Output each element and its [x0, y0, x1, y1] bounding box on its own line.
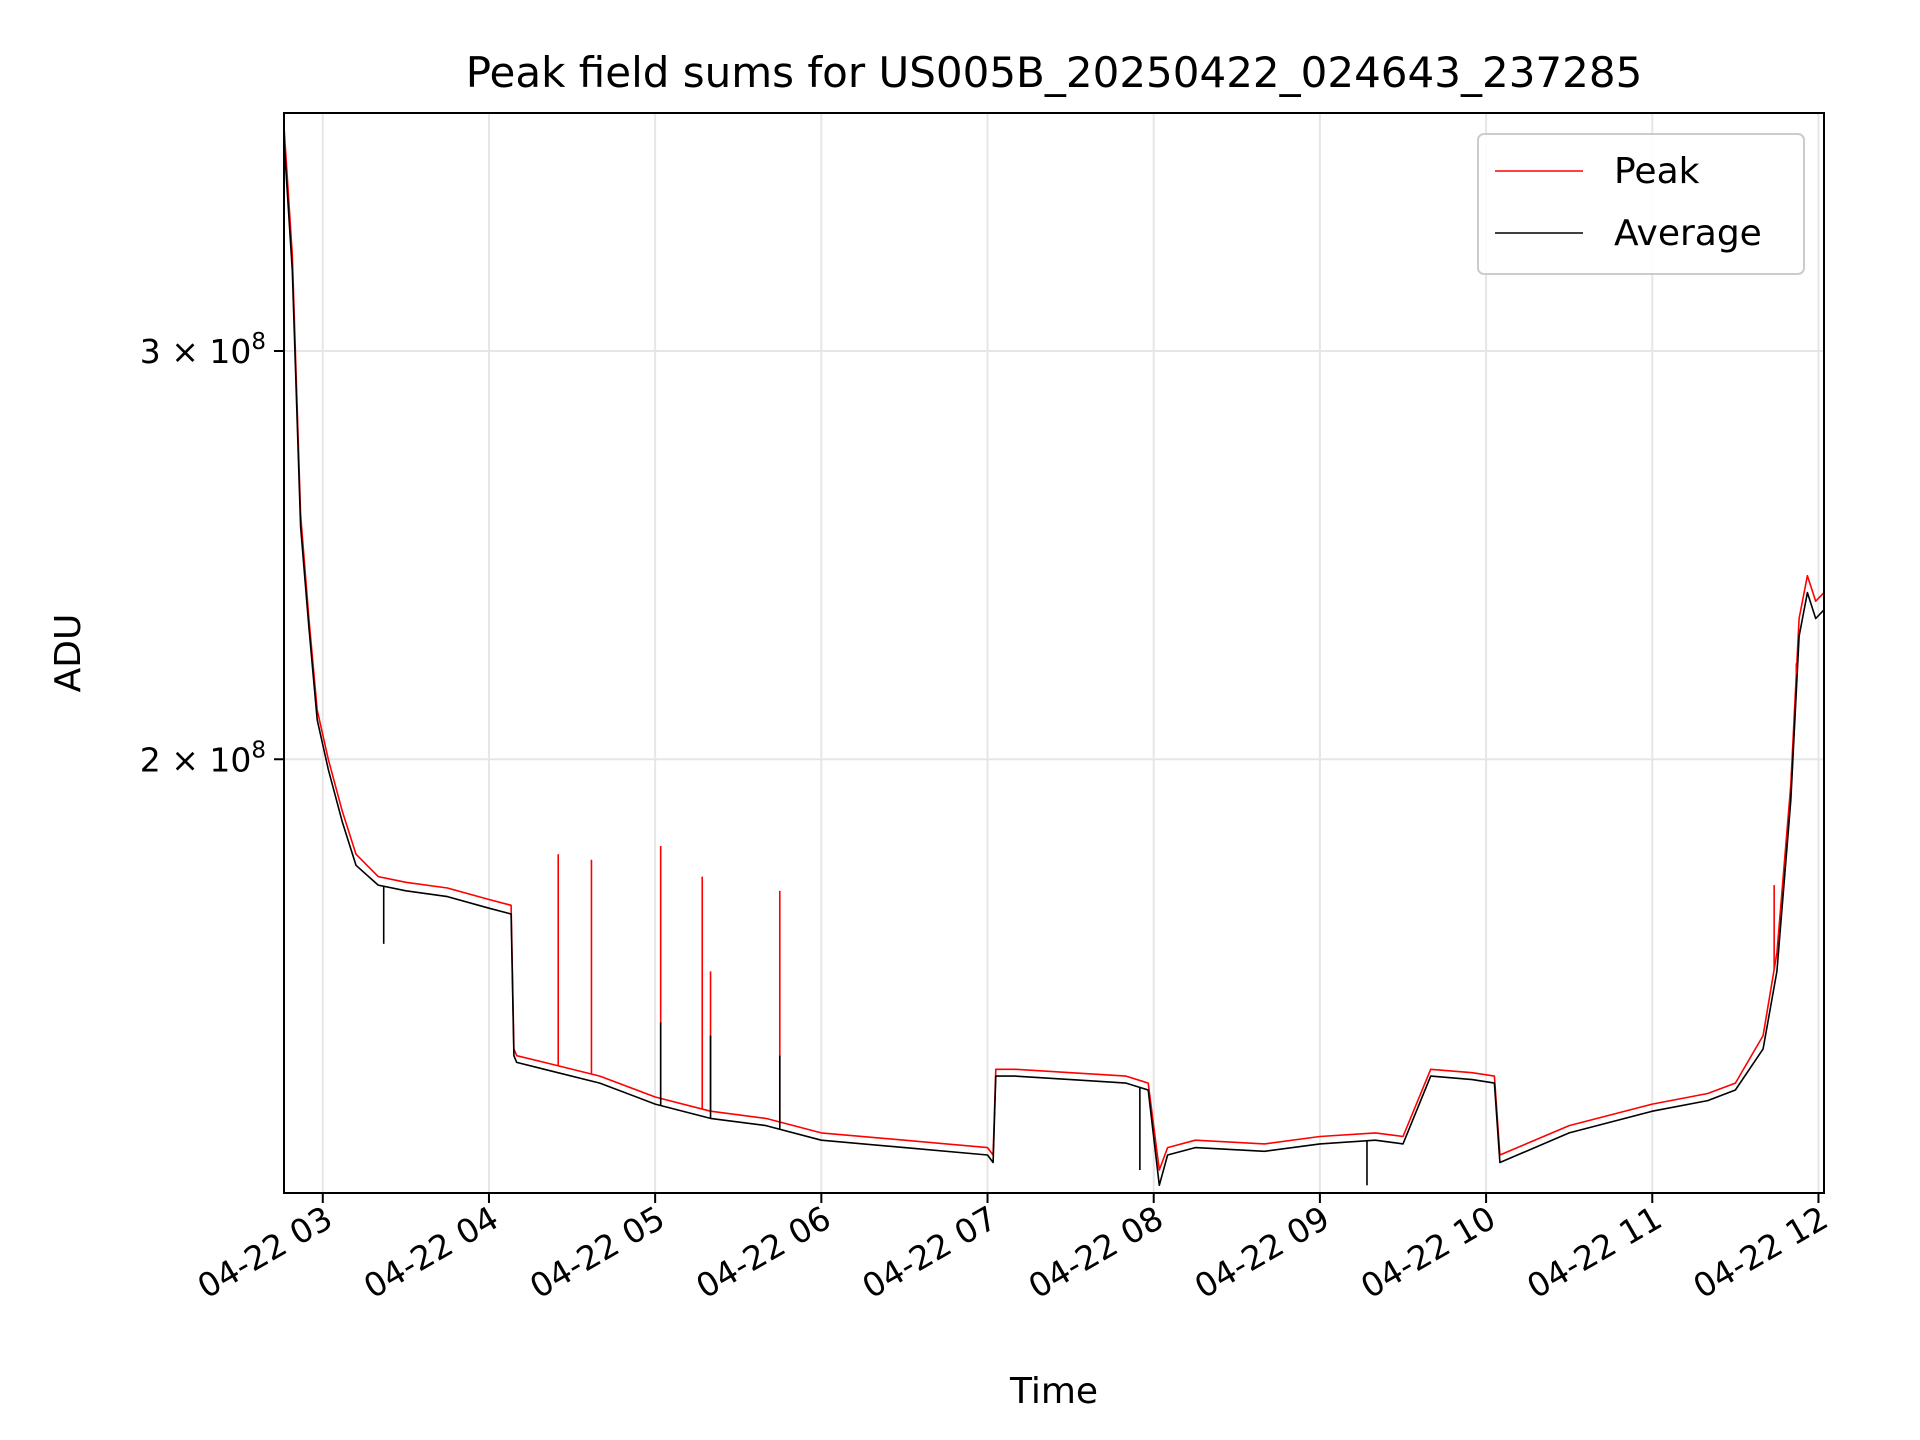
chart-title: Peak field sums for US005B_20250422_0246… [466, 48, 1643, 97]
y-tick-label: 3 × 108 [140, 329, 266, 371]
series-lines [284, 126, 1824, 1187]
series-line-peak [284, 126, 1824, 1171]
legend: Peak Average [1477, 133, 1805, 275]
plot-frame [283, 112, 1825, 1194]
series-line-average [284, 139, 1824, 1187]
legend-peak-label: Peak [1614, 151, 1700, 192]
legend-average-label: Average [1614, 213, 1762, 254]
legend-box [1477, 133, 1805, 275]
x-axis-label: Time [1009, 1371, 1098, 1412]
y-tick-label: 2 × 108 [140, 737, 266, 779]
grid [284, 113, 1824, 1193]
y-axis-label: ADU [48, 614, 89, 693]
y-axis: 2 × 108 3 × 108 [140, 329, 284, 779]
